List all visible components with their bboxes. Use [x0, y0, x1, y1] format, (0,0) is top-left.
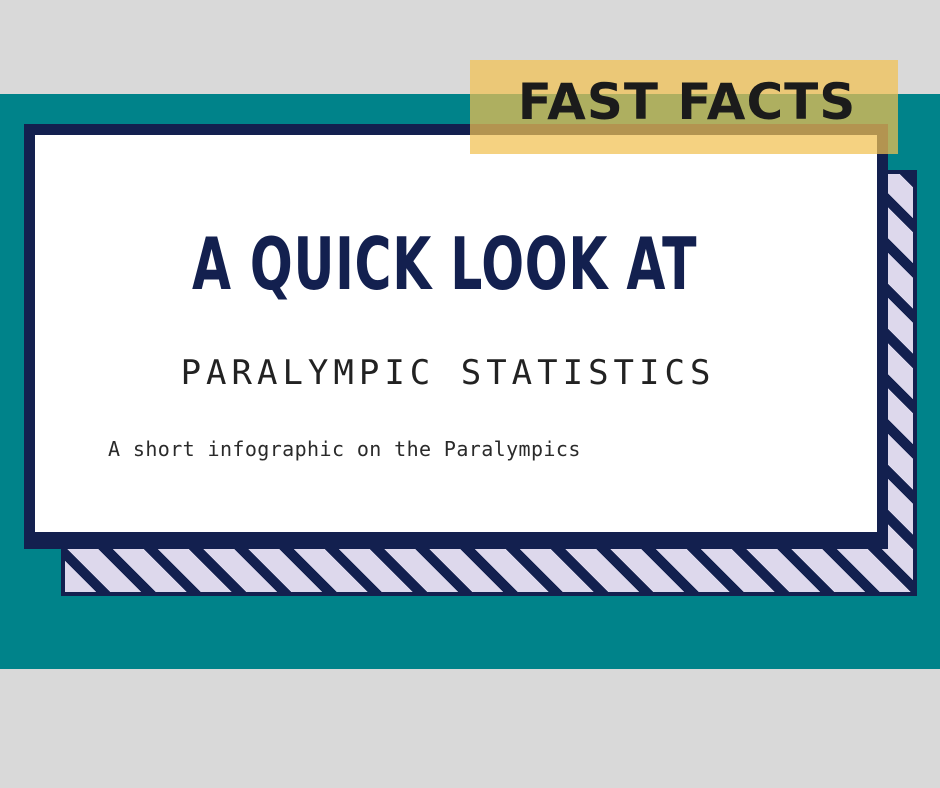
tagline: A short infographic on the Paralympics — [108, 437, 581, 461]
fast-facts-banner — [470, 60, 898, 154]
subheadline: PARALYMPIC STATISTICS — [180, 353, 716, 393]
title-card-inner — [35, 135, 877, 532]
headline: A QUICK LOOK AT — [191, 222, 698, 306]
title-card — [24, 124, 888, 549]
fast-facts-label: FAST FACTS — [517, 73, 857, 131]
